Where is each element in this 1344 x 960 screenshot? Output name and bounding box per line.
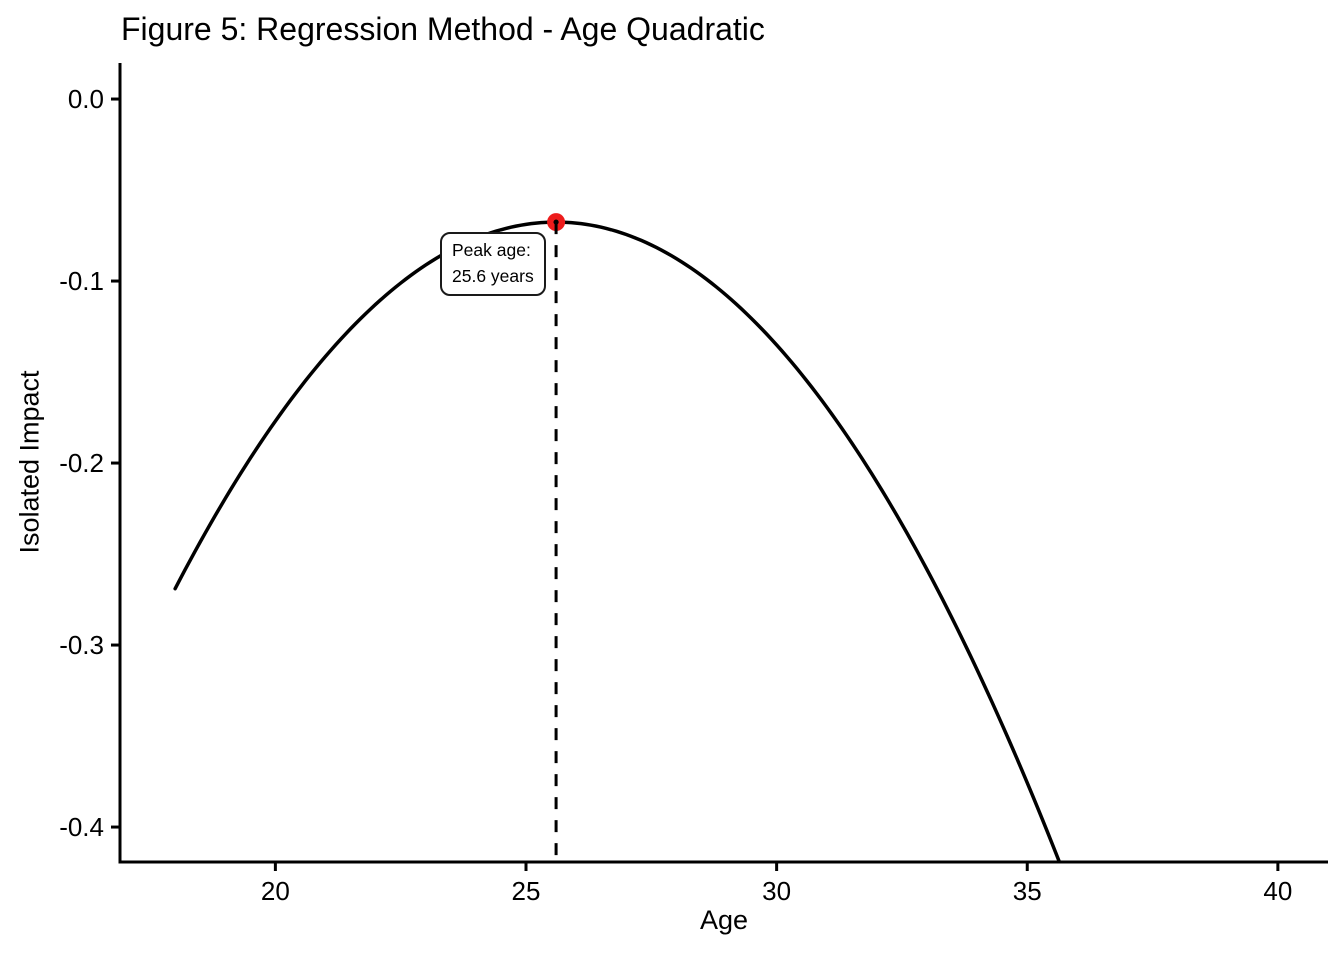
y-tick-label: -0.4 xyxy=(59,812,104,843)
y-tick-label: -0.3 xyxy=(59,630,104,661)
x-tick-label: 35 xyxy=(1012,876,1042,906)
peak-point-center xyxy=(553,219,559,225)
x-axis-title: Age xyxy=(699,905,749,935)
x-tick-label: 25 xyxy=(511,876,541,906)
y-tick-label: -0.1 xyxy=(59,266,104,297)
regression-curve xyxy=(173,220,1062,862)
peak-marks-group xyxy=(547,213,566,861)
peak-annotation-box: Peak age: 25.6 years xyxy=(440,232,546,296)
x-tick-label: 20 xyxy=(260,876,290,906)
y-tick-label: 0.0 xyxy=(67,84,104,115)
y-tick-label: -0.2 xyxy=(59,448,104,479)
axes xyxy=(111,63,1328,871)
x-tick-label: 30 xyxy=(762,876,792,906)
peak-annotation-line2: 25.6 years xyxy=(452,266,534,286)
peak-annotation-line1: Peak age: xyxy=(452,240,531,260)
x-tick-label: 40 xyxy=(1263,876,1293,906)
chart-title: Figure 5: Regression Method - Age Quadra… xyxy=(121,11,765,47)
regression-curve-group xyxy=(173,220,1062,862)
y-axis-title: Isolated Impact xyxy=(14,370,45,554)
